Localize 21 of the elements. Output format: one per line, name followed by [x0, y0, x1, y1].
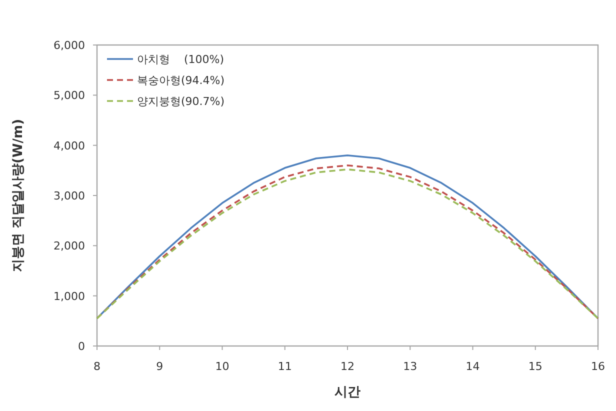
- y-tick-label: 3,000: [54, 190, 85, 202]
- x-tick-label: 9: [156, 360, 164, 373]
- y-tick-label: 5,000: [54, 89, 85, 102]
- y-tick-label: 1,000: [54, 290, 85, 303]
- y-tick-label: 2,000: [54, 240, 85, 253]
- y-axis-title: 지붕면 직달일사량(W/m): [11, 118, 26, 272]
- x-tick-label: 14: [466, 360, 480, 373]
- x-tick-label: 8: [94, 360, 100, 373]
- x-axis-title: 시간: [334, 385, 360, 400]
- x-tick-label: 12: [340, 360, 354, 373]
- y-tick-label: 0: [78, 340, 85, 353]
- legend-label: 복숭아형(94.4%): [137, 74, 225, 87]
- x-tick-label: 13: [403, 360, 418, 373]
- y-tick-label: 6,000: [54, 39, 85, 52]
- legend-label: 아치형 (100%): [137, 53, 224, 66]
- y-tick-label: 4,000: [54, 139, 85, 152]
- x-tick-label: 11: [278, 360, 292, 373]
- x-tick-label: 10: [215, 360, 230, 373]
- legend-label: 양지붕형(90.7%): [137, 95, 225, 108]
- x-tick-label: 16: [591, 360, 605, 373]
- x-tick-label: 15: [528, 360, 542, 373]
